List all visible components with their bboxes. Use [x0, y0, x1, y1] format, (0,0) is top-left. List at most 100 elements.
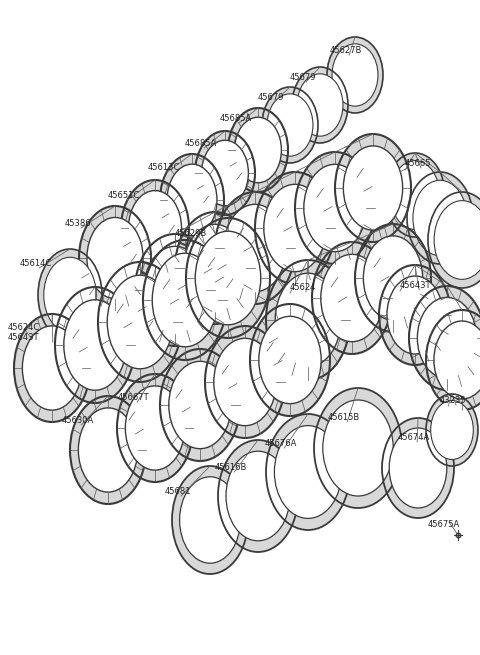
Polygon shape — [38, 249, 102, 341]
Ellipse shape — [418, 297, 477, 379]
Text: 45614C: 45614C — [20, 259, 52, 268]
Text: 45675A: 45675A — [428, 520, 460, 529]
Polygon shape — [14, 314, 90, 422]
Ellipse shape — [390, 160, 440, 229]
Text: 45627B: 45627B — [330, 46, 362, 55]
Ellipse shape — [167, 164, 217, 236]
Ellipse shape — [434, 200, 480, 280]
Ellipse shape — [169, 362, 231, 449]
Ellipse shape — [180, 477, 240, 563]
Text: 45679: 45679 — [290, 73, 316, 82]
Polygon shape — [426, 310, 480, 410]
Polygon shape — [172, 466, 248, 574]
Polygon shape — [160, 349, 240, 461]
Polygon shape — [205, 326, 285, 438]
Text: 45685A: 45685A — [220, 114, 252, 123]
Polygon shape — [407, 172, 473, 264]
Ellipse shape — [224, 204, 286, 291]
Polygon shape — [250, 304, 330, 416]
Polygon shape — [382, 418, 454, 518]
Text: 45667T: 45667T — [118, 393, 150, 402]
Ellipse shape — [129, 191, 181, 265]
Ellipse shape — [226, 451, 290, 541]
Ellipse shape — [214, 339, 276, 426]
Text: 45615B: 45615B — [328, 413, 360, 422]
Text: 45651C: 45651C — [108, 191, 140, 200]
Polygon shape — [327, 37, 383, 113]
Ellipse shape — [267, 94, 313, 156]
Text: 45616B: 45616B — [215, 463, 247, 472]
Polygon shape — [228, 108, 288, 192]
Ellipse shape — [184, 224, 246, 312]
Polygon shape — [295, 152, 375, 264]
Polygon shape — [79, 206, 151, 310]
Text: 45674A: 45674A — [398, 433, 430, 442]
Text: 45624C
45643T: 45624C 45643T — [8, 323, 40, 342]
Ellipse shape — [87, 217, 143, 299]
Polygon shape — [314, 388, 402, 508]
Polygon shape — [312, 242, 392, 354]
Polygon shape — [426, 394, 478, 466]
Polygon shape — [355, 224, 431, 332]
Ellipse shape — [78, 408, 138, 492]
Ellipse shape — [321, 254, 383, 342]
Ellipse shape — [152, 253, 218, 346]
Text: 43235: 43235 — [440, 396, 467, 405]
Ellipse shape — [323, 400, 393, 496]
Text: 45613C: 45613C — [148, 163, 180, 172]
Ellipse shape — [275, 426, 342, 518]
Polygon shape — [117, 374, 193, 482]
Polygon shape — [160, 154, 224, 246]
Polygon shape — [186, 218, 270, 338]
Polygon shape — [428, 192, 480, 288]
Text: 45665: 45665 — [405, 159, 432, 168]
Ellipse shape — [304, 164, 366, 252]
Text: 45643T: 45643T — [400, 281, 432, 290]
Ellipse shape — [259, 316, 321, 403]
Polygon shape — [121, 180, 189, 276]
Polygon shape — [218, 440, 298, 552]
Ellipse shape — [434, 321, 480, 399]
Ellipse shape — [107, 275, 173, 369]
Polygon shape — [98, 262, 182, 382]
Text: 45629B: 45629B — [175, 229, 207, 238]
Text: 45676A: 45676A — [265, 439, 298, 448]
Ellipse shape — [264, 184, 326, 272]
Polygon shape — [292, 67, 348, 143]
Polygon shape — [385, 153, 445, 237]
Ellipse shape — [144, 246, 206, 333]
Ellipse shape — [387, 276, 443, 354]
Text: 45630A: 45630A — [62, 416, 94, 425]
Text: 45624: 45624 — [290, 283, 316, 292]
Ellipse shape — [343, 146, 403, 230]
Ellipse shape — [23, 326, 82, 410]
Polygon shape — [266, 260, 350, 380]
Polygon shape — [379, 265, 451, 365]
Polygon shape — [135, 234, 215, 346]
Ellipse shape — [413, 180, 467, 255]
Polygon shape — [266, 414, 350, 530]
Polygon shape — [409, 286, 480, 390]
Text: 45685A: 45685A — [185, 139, 217, 148]
Ellipse shape — [297, 74, 343, 136]
Ellipse shape — [44, 257, 96, 333]
Polygon shape — [215, 192, 295, 304]
Polygon shape — [175, 212, 255, 324]
Ellipse shape — [202, 140, 249, 206]
Polygon shape — [195, 131, 255, 215]
Polygon shape — [143, 240, 227, 360]
Polygon shape — [55, 287, 135, 403]
Polygon shape — [255, 172, 335, 284]
Text: 45679: 45679 — [258, 93, 285, 102]
Polygon shape — [70, 396, 146, 504]
Polygon shape — [262, 87, 318, 163]
Ellipse shape — [64, 300, 126, 390]
Ellipse shape — [195, 231, 261, 325]
Text: 45386: 45386 — [65, 219, 92, 228]
Ellipse shape — [389, 428, 447, 508]
Ellipse shape — [125, 386, 185, 470]
Ellipse shape — [332, 44, 378, 106]
Ellipse shape — [431, 400, 473, 460]
Ellipse shape — [235, 117, 281, 183]
Polygon shape — [335, 134, 411, 242]
